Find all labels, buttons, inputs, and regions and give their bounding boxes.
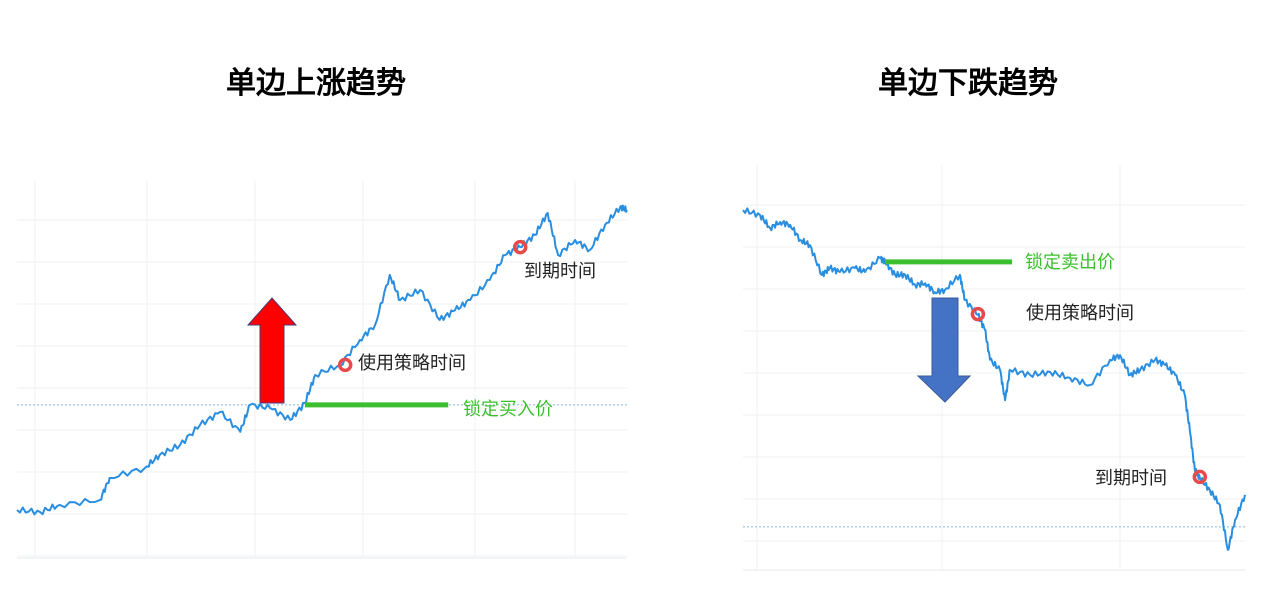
expiry-time-label: 到期时间 xyxy=(1095,468,1167,489)
down-arrow-icon xyxy=(916,297,972,403)
marker-circle-icon xyxy=(970,306,986,322)
strategy-time-label: 使用策略时间 xyxy=(1026,303,1134,324)
marker-circle-icon xyxy=(337,357,353,373)
downtrend-chart xyxy=(742,165,1246,571)
left-chart-title: 单边上涨趋势 xyxy=(226,66,406,101)
right-chart-title: 单边下跌趋势 xyxy=(878,66,1058,101)
up-arrow-icon xyxy=(246,297,298,404)
lock-buy-price-label: 锁定买入价 xyxy=(463,399,553,420)
marker-circle-icon xyxy=(513,239,528,255)
expiry-time-label: 到期时间 xyxy=(524,261,596,282)
strategy-time-label: 使用策略时间 xyxy=(358,353,466,374)
price-line xyxy=(742,207,1246,551)
uptrend-chart xyxy=(16,180,628,559)
lock-sell-price-label: 锁定卖出价 xyxy=(1025,252,1115,273)
price-line xyxy=(16,204,628,516)
marker-circle-icon xyxy=(1192,469,1208,485)
